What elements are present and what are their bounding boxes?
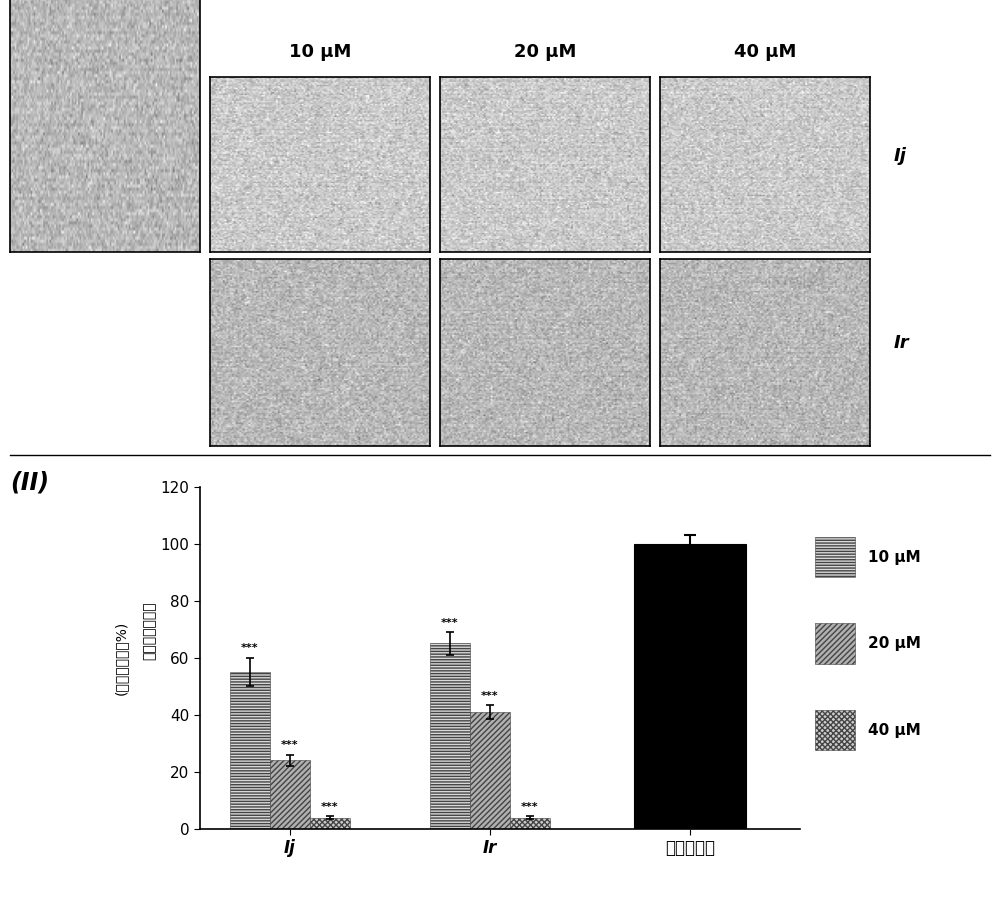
Bar [310,817,350,829]
Bar [270,760,310,829]
Bar [510,817,550,829]
Bar [470,712,510,829]
Bar [634,543,746,829]
Bar [430,643,470,829]
Text: 10 μM: 10 μM [868,550,920,565]
Text: 20 μM: 20 μM [514,43,576,60]
Text: 40 μM: 40 μM [734,43,796,60]
Text: 10 μM: 10 μM [289,43,351,60]
Text: Ij: Ij [894,147,906,165]
Text: 40 μM: 40 μM [868,723,920,738]
Bar [815,537,855,578]
Text: ***: *** [441,618,459,628]
Text: Ir: Ir [894,334,909,352]
Text: ***: *** [241,643,259,653]
Text: ***: *** [521,802,539,812]
Text: 平均成管百分比: 平均成管百分比 [142,601,156,660]
Text: (II): (II) [10,470,49,494]
Text: ***: *** [321,802,339,812]
Text: ***: *** [481,690,499,701]
Text: ***: *** [281,741,299,751]
Bar [815,710,855,751]
Text: 空白对照: 空白对照 [84,63,126,81]
Text: 20 μM: 20 μM [868,636,920,651]
Text: (空白对照样的%): (空白对照样的%) [114,621,128,695]
Bar [230,672,270,829]
Text: (I): (I) [10,0,40,20]
Bar [815,623,855,664]
